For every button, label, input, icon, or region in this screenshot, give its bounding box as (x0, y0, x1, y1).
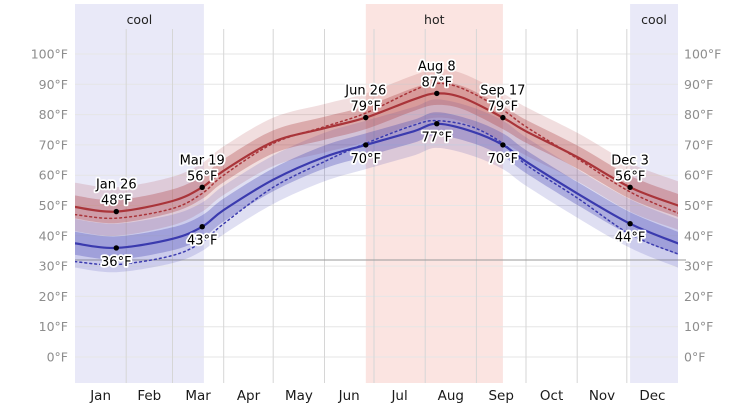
y-tick-label-right: 10°F (684, 319, 713, 334)
plot-hover-surface[interactable] (75, 4, 678, 383)
x-axis-month-label: May (285, 388, 313, 404)
y-tick-label-right: 100°F (684, 47, 721, 62)
x-axis-month-label: Jul (390, 388, 407, 404)
x-axis-month-label: Oct (540, 388, 563, 404)
y-tick-label-left: 40°F (39, 228, 68, 243)
high-data-point-dot[interactable] (434, 90, 440, 97)
milestone-date-label: Jan 26 (95, 178, 137, 193)
y-tick-label-right: 40°F (684, 228, 713, 243)
season-band-hot (365, 4, 503, 383)
y-tick-label-left: 0°F (47, 350, 68, 365)
high-data-point-dot[interactable] (113, 208, 120, 215)
average_high-outer-band (75, 69, 678, 236)
high-data-point-dot[interactable] (363, 114, 369, 121)
high-data-point-dot[interactable] (500, 114, 506, 121)
x-axis-month-label: Feb (137, 388, 161, 404)
y-tick-label-left: 10°F (39, 319, 68, 334)
season-label-hot: hot (424, 12, 445, 27)
milestone-date-label: Mar 19 (180, 153, 225, 168)
milestone-low-temp-label: 43°F (187, 234, 218, 249)
milestone-date-label: Jun 26 (344, 84, 386, 99)
season-label-cool: cool (641, 12, 667, 27)
milestone-high-temp-label: 79°F (488, 100, 519, 115)
y-tick-label-left: 90°F (39, 77, 68, 92)
season-label-cool: cool (127, 12, 153, 27)
milestone-low-temp-label: 44°F (615, 231, 646, 246)
high_dotted-curve (75, 82, 678, 220)
x-axis-month-label: Dec (639, 388, 665, 404)
x-axis-month-label: Jan (89, 388, 111, 404)
high-data-point-dot[interactable] (199, 184, 205, 191)
y-tick-label-left: 50°F (39, 198, 68, 213)
x-axis-month-label: Nov (589, 388, 615, 404)
low-data-point-dot[interactable] (363, 142, 369, 148)
low-data-point-dot[interactable] (113, 245, 120, 251)
y-tick-label-left: 60°F (39, 168, 68, 183)
milestone-date-label: Dec 3 (611, 153, 649, 168)
low-data-point-dot[interactable] (500, 142, 506, 148)
y-tick-label-right: 30°F (684, 259, 713, 274)
y-tick-label-left: 30°F (39, 259, 68, 274)
season-band-cool (75, 4, 204, 383)
milestone-low-temp-label: 77°F (422, 131, 453, 146)
x-axis-month-label: Apr (237, 388, 261, 404)
y-tick-label-right: 0°F (684, 350, 705, 365)
x-axis-month-label: Jun (338, 388, 360, 404)
average_high-curve (75, 92, 678, 213)
y-tick-label-right: 60°F (684, 168, 713, 183)
average_low-curve (75, 122, 678, 250)
y-tick-label-right: 90°F (684, 77, 713, 92)
low_dotted-curve (75, 119, 678, 266)
x-axis-month-label: Aug (438, 388, 464, 404)
milestone-low-temp-label: 70°F (350, 152, 381, 167)
milestone-date-label: Sep 17 (480, 84, 525, 99)
milestone-high-temp-label: 56°F (187, 169, 218, 184)
low-data-point-dot[interactable] (434, 120, 440, 127)
milestone-high-temp-label: 79°F (350, 100, 381, 115)
y-tick-label-right: 50°F (684, 198, 713, 213)
season-band-cool (630, 4, 678, 383)
y-tick-label-left: 20°F (39, 289, 68, 304)
milestone-low-temp-label: 36°F (101, 255, 132, 270)
y-tick-label-right: 70°F (684, 137, 713, 152)
high-data-point-dot[interactable] (627, 184, 633, 191)
milestone-low-temp-label: 70°F (488, 152, 519, 167)
y-tick-label-left: 80°F (39, 107, 68, 122)
plot-area-group (75, 69, 678, 273)
low-data-point-dot[interactable] (627, 220, 633, 227)
low-data-point-dot[interactable] (199, 224, 205, 230)
milestone-high-temp-label: 48°F (101, 194, 132, 209)
y-tick-label-left: 100°F (31, 47, 68, 62)
y-tick-label-right: 20°F (684, 289, 713, 304)
milestone-high-temp-label: 87°F (422, 75, 453, 90)
x-axis-month-label: Mar (185, 388, 211, 404)
y-tick-label-left: 70°F (39, 137, 68, 152)
x-axis-month-label: Sep (488, 388, 513, 404)
average_low-outer-band (75, 99, 678, 273)
y-tick-label-right: 80°F (684, 107, 713, 122)
milestone-high-temp-label: 56°F (615, 169, 646, 184)
milestone-date-label: Aug 8 (418, 59, 456, 74)
